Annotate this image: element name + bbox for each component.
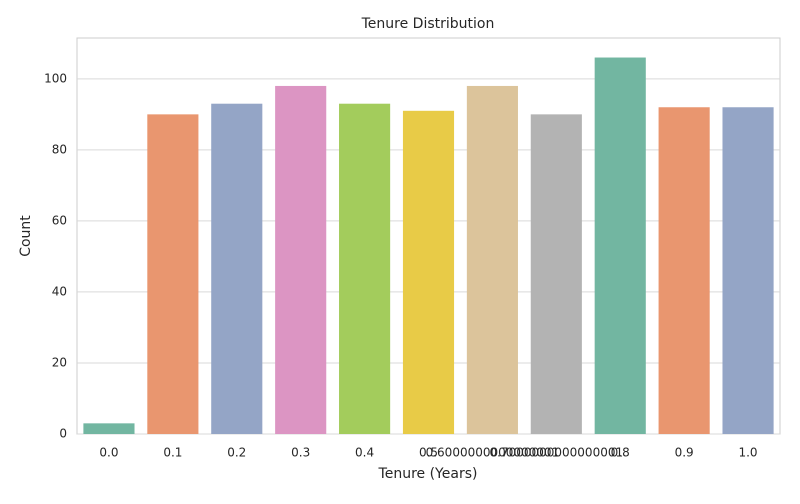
x-tick-label: 0.5: [419, 446, 438, 460]
x-tick-label: 0.7000000000000001: [490, 446, 624, 460]
x-tick-label: 0.6000000000000001: [426, 446, 560, 460]
x-tick-label: 0.4: [355, 446, 374, 460]
y-tick-label: 60: [52, 213, 67, 227]
bar: [530, 114, 582, 435]
x-tick-label: 0.8: [611, 446, 630, 460]
x-axis-label: Tenure (Years): [378, 466, 478, 482]
bar: [402, 110, 455, 434]
x-tick-label: 0.0: [99, 446, 118, 460]
bar: [339, 103, 391, 434]
y-tick-label: 100: [44, 71, 67, 85]
x-tick-label: 0.9: [675, 446, 694, 460]
bar: [147, 114, 199, 435]
y-axis-label: Count: [18, 215, 34, 257]
bar: [658, 107, 710, 434]
x-tick-label: 1.0: [738, 446, 757, 460]
bar: [466, 85, 518, 434]
y-tick-label: 40: [52, 284, 67, 298]
y-tick-label: 80: [52, 142, 67, 156]
bar: [83, 423, 135, 434]
bar: [275, 85, 327, 434]
x-tick-label: 0.1: [163, 446, 182, 460]
x-tick-label: 0.3: [291, 446, 310, 460]
x-tick-label: 0.2: [227, 446, 246, 460]
bar: [594, 57, 646, 434]
y-tick-label: 0: [59, 427, 67, 441]
bar: [211, 103, 263, 434]
y-tick-label: 20: [52, 355, 67, 369]
chart-title: Tenure Distribution: [361, 16, 495, 32]
bar: [722, 107, 774, 434]
